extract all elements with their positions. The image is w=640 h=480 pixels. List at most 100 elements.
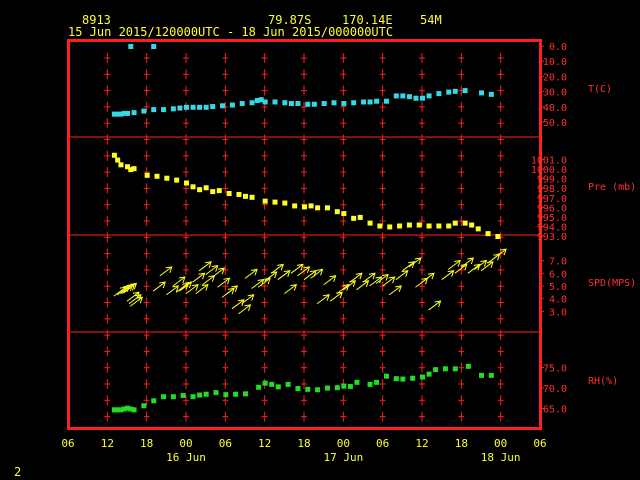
wind-arrow-head (460, 263, 468, 271)
wind-arrow-shaft (192, 272, 205, 283)
wind-arrow-head (395, 285, 402, 293)
wind-arrow-head (218, 267, 225, 275)
data-point-relative_humidity (295, 386, 301, 391)
x-tick-label: 18 (140, 437, 153, 450)
data-point-relative_humidity (315, 387, 321, 393)
wind-arrow-shaft (195, 284, 209, 295)
data-point-temperature (151, 107, 157, 113)
data-point-pressure (377, 223, 383, 229)
y-tick-label: 4.0 (549, 295, 567, 306)
data-point-pressure (469, 222, 475, 228)
data-point-pressure (485, 231, 491, 237)
wind-arrow-shaft (129, 296, 143, 307)
wind-arrow-shaft (356, 280, 369, 291)
data-point-pressure (475, 226, 481, 232)
data-point-temperature (121, 110, 127, 116)
wind-arrow-head (454, 259, 461, 267)
wind-arrow-shaft (126, 291, 140, 302)
wind-arrow-shaft (362, 272, 376, 283)
data-point-relative_humidity (243, 391, 248, 397)
wind-arrow-head (316, 268, 324, 276)
series-wind_speed (113, 248, 507, 315)
wind-arrow-shaft (179, 281, 192, 292)
wind-arrow-head (323, 294, 330, 301)
data-point-pressure (131, 166, 137, 172)
data-point-temperature (249, 100, 255, 106)
wind-arrow-head (277, 263, 284, 271)
data-point-relative_humidity (305, 386, 311, 392)
y-tick-label: 0.0 (549, 42, 567, 53)
data-point-pressure (416, 222, 422, 228)
data-point-relative_humidity (125, 405, 130, 411)
wind-arrow-shaft (428, 300, 441, 311)
data-point-temperature (488, 91, 494, 97)
data-point-pressure (128, 167, 134, 173)
data-point-pressure (446, 223, 452, 229)
wind-arrow-head (447, 270, 455, 277)
wind-arrow-shaft (467, 263, 481, 274)
y-tick-label: -30.0 (537, 88, 567, 99)
panel-separators (68, 136, 540, 333)
data-point-pressure (125, 164, 130, 170)
data-point-temperature (254, 97, 260, 103)
wind-arrow-shaft (297, 266, 310, 277)
y-tick-label: 994.0 (537, 222, 567, 233)
wind-arrow-head (296, 263, 304, 271)
panel-label-pressure: Pre (mb) (588, 182, 636, 193)
wind-arrow-head (309, 270, 317, 277)
data-point-pressure (197, 187, 203, 193)
data-point-relative_humidity (347, 383, 353, 389)
wind-arrow-shaft (159, 266, 173, 277)
wind-arrow-head (427, 272, 435, 280)
x-tick-label: 12 (415, 437, 428, 450)
data-point-pressure (341, 211, 347, 217)
wind-arrow-shaft (257, 277, 271, 288)
data-point-relative_humidity (121, 406, 127, 412)
data-point-relative_humidity (400, 376, 406, 382)
wind-arrow-head (414, 257, 422, 265)
wind-arrow-shaft (217, 277, 230, 288)
series-temperature (111, 44, 494, 117)
data-point-pressure (262, 198, 268, 204)
data-point-pressure (308, 203, 314, 209)
x-tick-label: 00 (179, 437, 192, 450)
wind-arrow-head (401, 270, 409, 277)
panel-labels: T(C) Pre (mb) SPD(MPS) RH(%) (588, 84, 636, 387)
data-point-pressure (302, 204, 307, 210)
data-point-temperature (203, 104, 209, 110)
data-point-temperature (420, 95, 425, 101)
wind-arrow-head (223, 277, 231, 285)
data-point-temperature (321, 101, 327, 106)
data-point-pressure (203, 185, 209, 191)
wind-arrow-head (264, 277, 271, 285)
data-point-pressure (357, 214, 363, 220)
data-point-temperature (479, 90, 484, 96)
wind-arrow-head (257, 278, 265, 286)
data-point-temperature (239, 101, 245, 106)
wind-arrow-head (198, 272, 206, 280)
data-point-pressure (243, 193, 248, 199)
data-point-temperature (184, 104, 189, 110)
data-point-pressure (315, 205, 321, 211)
wind-arrow-head (136, 296, 144, 304)
wind-arrow-head (434, 300, 442, 308)
y-tick-label: 1000.0 (531, 165, 567, 176)
wind-arrow-shaft (205, 265, 218, 276)
x-day-label: 18 Jun (481, 451, 521, 464)
wind-arrow-shaft (474, 260, 487, 270)
wind-arrow-shaft (198, 261, 212, 272)
data-point-relative_humidity (203, 391, 209, 397)
y-axis-labels: 0.0 -10.0 -20.0 -30.0 -40.0 -50.0 1001.01000.0… (531, 42, 567, 416)
data-point-pressure (236, 191, 242, 197)
data-point-relative_humidity (111, 407, 117, 413)
wind-arrow-head (473, 263, 481, 271)
data-point-temperature (295, 101, 301, 106)
x-tick-label: 12 (258, 437, 271, 450)
wind-arrow-shaft (349, 272, 363, 283)
y-tick-label: 1001.0 (531, 156, 567, 167)
data-point-temperature (210, 104, 216, 110)
data-point-temperature (141, 108, 147, 114)
data-point-temperature (393, 93, 399, 99)
data-point-relative_humidity (180, 392, 186, 398)
wind-arrow-shaft (251, 279, 264, 289)
